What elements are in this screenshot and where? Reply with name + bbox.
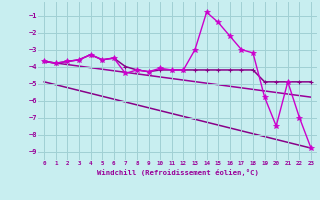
X-axis label: Windchill (Refroidissement éolien,°C): Windchill (Refroidissement éolien,°C): [97, 169, 259, 176]
